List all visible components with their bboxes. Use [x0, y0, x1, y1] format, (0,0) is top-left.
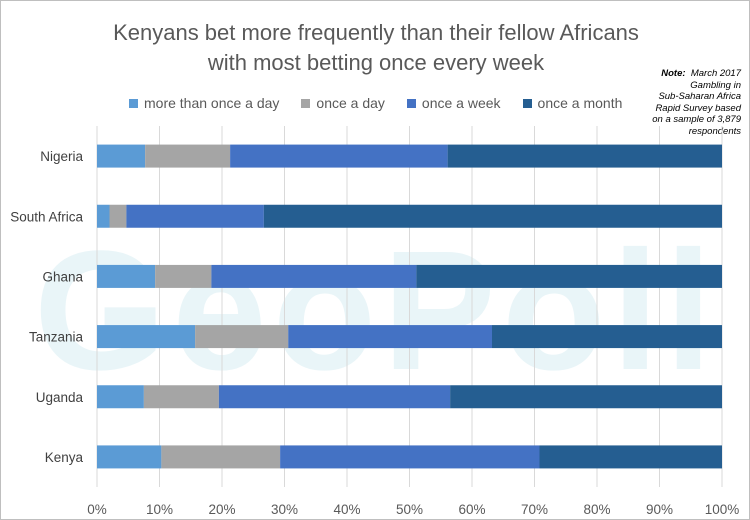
bar-ghana-0: [97, 264, 156, 288]
chart-note: Note: March 2017 Gambling in Sub-Saharan…: [591, 68, 741, 137]
category-label-4: Uganda: [36, 390, 84, 405]
bar-kenya-3: [539, 445, 722, 469]
chart-title: Kenyans bet more frequently than their f…: [1, 18, 750, 78]
bar-nigeria-2: [230, 144, 448, 168]
bar-kenya-2: [280, 445, 540, 469]
note-line-5: on a sample of 3,879: [652, 114, 741, 125]
bar-south-africa-1: [109, 204, 127, 228]
category-label-2: Ghana: [42, 269, 83, 284]
note-label: Note:: [661, 68, 686, 79]
category-label-3: Tanzania: [29, 330, 84, 345]
category-label-0: Nigeria: [40, 149, 83, 164]
x-tick-label-6: 60%: [458, 502, 485, 517]
legend-swatch-2: [406, 98, 416, 108]
legend-label-1: once a day: [316, 95, 385, 111]
note-line-4: Rapid Survey based: [655, 102, 741, 114]
bar-nigeria-0: [97, 144, 146, 168]
bar-uganda-3: [450, 385, 722, 409]
legend-item-2: once a week: [406, 95, 501, 111]
x-tick-label-5: 50%: [396, 502, 423, 517]
x-tick-label-3: 30%: [271, 502, 298, 517]
bar-south-africa-2: [126, 204, 264, 228]
legend-item-3: once a month: [522, 95, 623, 111]
note-line-1: March 2017: [690, 68, 741, 79]
chart-title-line-2: with most betting once every week: [207, 50, 545, 75]
legend-item-1: once a day: [301, 95, 385, 111]
x-tick-label-1: 10%: [146, 502, 173, 517]
x-tick-label-8: 80%: [583, 502, 610, 517]
x-tick-label-9: 90%: [646, 502, 673, 517]
bar-ghana-3: [416, 264, 722, 288]
legend-swatch-3: [522, 98, 532, 108]
note-line-6: respondents: [688, 125, 741, 137]
bar-tanzania-2: [288, 325, 492, 349]
x-tick-label-7: 70%: [521, 502, 548, 517]
x-tick-label-10: 100%: [705, 502, 740, 517]
bar-tanzania-0: [97, 325, 196, 349]
legend-swatch-0: [129, 98, 138, 108]
bar-tanzania-3: [492, 325, 722, 349]
legend-label-0: more than once a day: [144, 95, 280, 111]
bar-uganda-0: [97, 385, 144, 409]
bar-uganda-1: [143, 385, 219, 409]
legend-label-3: once a month: [537, 95, 623, 111]
note-line-2: Gambling in: [690, 79, 741, 91]
bar-nigeria-1: [145, 144, 231, 168]
note-line-3: Sub-Saharan Africa: [658, 91, 741, 102]
category-label-5: Kenya: [45, 450, 84, 465]
bar-ghana-1: [155, 264, 212, 288]
legend-label-2: once a week: [421, 95, 501, 111]
bar-uganda-2: [218, 385, 451, 409]
bar-south-africa-0: [97, 204, 110, 228]
legend-item-0: more than once a day: [129, 95, 279, 111]
x-tick-label-4: 40%: [333, 502, 360, 517]
chart-title-line-1: Kenyans bet more frequently than their f…: [113, 20, 639, 45]
chart-legend: more than once a day once a day once a wee…: [129, 94, 644, 112]
bar-kenya-1: [161, 445, 281, 469]
bar-nigeria-3: [447, 144, 722, 168]
category-label-1: South Africa: [10, 209, 83, 224]
bar-tanzania-1: [195, 325, 289, 349]
legend-swatch-1: [301, 98, 311, 108]
x-tick-label-2: 20%: [208, 502, 235, 517]
bar-ghana-2: [211, 264, 417, 288]
bar-kenya-0: [97, 445, 162, 469]
bar-south-africa-3: [263, 204, 722, 228]
x-tick-label-0: 0%: [87, 502, 107, 517]
